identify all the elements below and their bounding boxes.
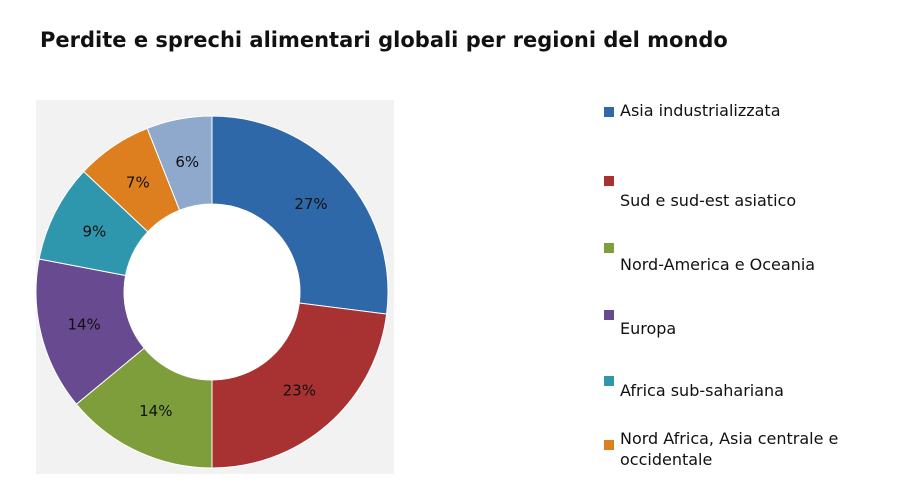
- legend-item-sud-sud-est-asiatico: Sud e sud-est asiatico: [604, 174, 796, 211]
- donut-hole: [124, 204, 300, 380]
- legend-label: Nord Africa, Asia centrale e occidentale: [620, 429, 839, 469]
- legend-swatch: [604, 243, 614, 253]
- legend: Asia industrializzata Sud e sud-est asia…: [604, 0, 894, 500]
- slice-data-label: 27%: [294, 195, 327, 213]
- legend-swatch: [604, 107, 614, 117]
- legend-swatch: [604, 376, 614, 386]
- legend-label: Europa: [620, 319, 677, 338]
- legend-item-asia-industrializzata: Asia industrializzata: [604, 100, 781, 121]
- legend-item-nord-africa-asia-centrale-occidentale: Nord Africa, Asia centrale e occidentale: [604, 429, 870, 470]
- legend-label: Africa sub-sahariana: [620, 381, 784, 400]
- donut-data-labels: 27% 23% 14% 14% 9% 7% 6%: [67, 153, 327, 420]
- legend-item-nord-america-oceania: Nord-America e Oceania: [604, 236, 815, 275]
- legend-label: Asia industrializzata: [620, 101, 781, 120]
- slice-data-label: 14%: [67, 315, 100, 333]
- slice-data-label: 6%: [175, 153, 199, 171]
- legend-label: Nord-America e Oceania: [620, 255, 816, 274]
- chart-title: Perdite e sprechi alimentari globali per…: [40, 28, 728, 52]
- legend-label: Sud e sud-est asiatico: [620, 191, 797, 210]
- legend-swatch: [604, 440, 614, 450]
- slice-data-label: 9%: [82, 223, 106, 241]
- legend-swatch: [604, 176, 614, 186]
- donut-slices: [35, 115, 389, 469]
- slice-data-label: 14%: [139, 402, 172, 420]
- legend-item-africa-sub-sahariana: Africa sub-sahariana: [604, 370, 784, 401]
- legend-swatch: [604, 310, 614, 320]
- legend-item-europa: Europa: [604, 304, 676, 339]
- slice-data-label: 7%: [126, 173, 150, 191]
- slice-data-label: 23%: [283, 382, 316, 400]
